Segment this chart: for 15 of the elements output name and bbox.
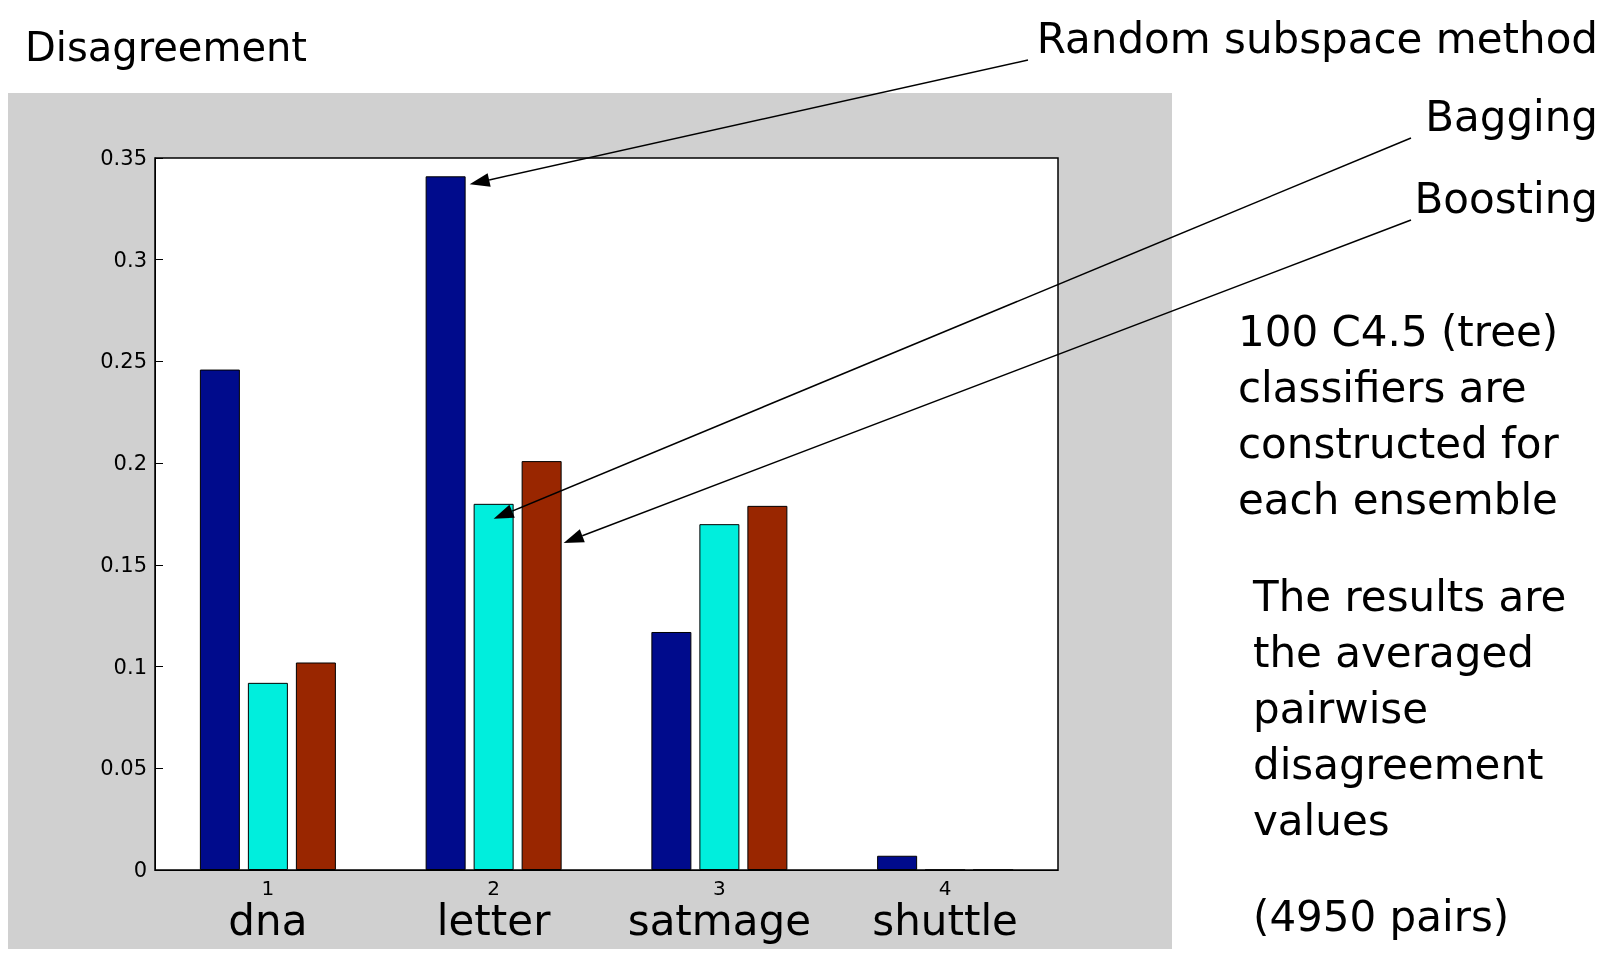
y-tick-label: 0.35: [100, 146, 147, 170]
text: The results are the averaged pairwise disagreement values: [1252, 571, 1580, 845]
y-tick-label: 0.15: [100, 552, 147, 577]
y-tick-label: 0.05: [100, 756, 147, 781]
text: (4950 pairs): [1253, 891, 1510, 941]
chart-title: Disagreement: [25, 24, 308, 70]
y-tick-label: 0.3: [113, 247, 147, 272]
y-tick-label: 0.25: [100, 349, 147, 374]
text: 100 C4.5 (tree) classifiers are constructed for each ensemble: [1238, 306, 1573, 524]
y-tick-label: 0.1: [113, 654, 147, 679]
text: Bagging: [1425, 91, 1598, 141]
text: Boosting: [1414, 173, 1598, 223]
y-tick-label: 0.2: [113, 451, 147, 476]
text: Random subspace method: [1036, 13, 1598, 63]
y-tick-label: 0: [133, 858, 147, 882]
